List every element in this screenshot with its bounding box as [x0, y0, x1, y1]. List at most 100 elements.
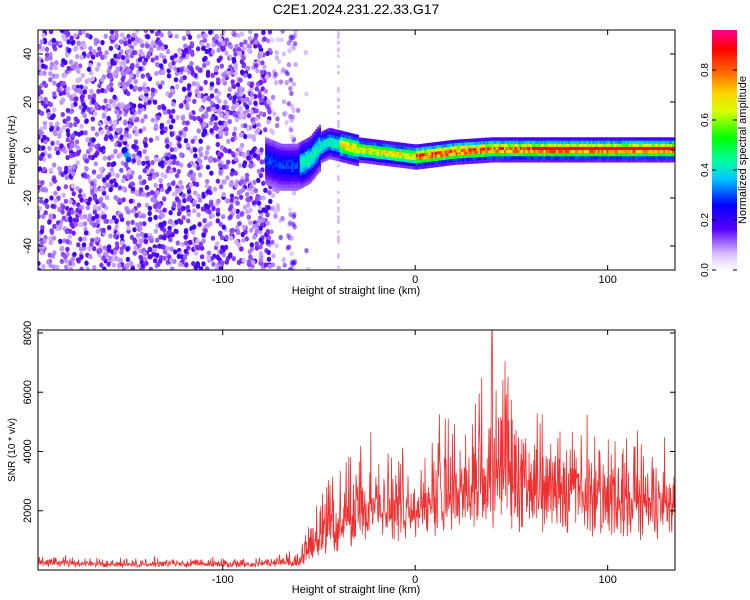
- heatmap-cell: [256, 59, 261, 65]
- heatmap-cell: [280, 30, 285, 34]
- heatmap-cell: [47, 153, 52, 159]
- heatmap-cell: [419, 165, 422, 170]
- heatmap-cell: [440, 160, 443, 164]
- heatmap-cell: [351, 161, 354, 165]
- figure-title: C2E1.2024.231.22.33.G17: [273, 1, 440, 17]
- heatmap-cell: [232, 31, 237, 38]
- heatmap-cell: [69, 139, 74, 145]
- heatmap-cell: [152, 99, 158, 105]
- heatmap-cell: [73, 32, 78, 39]
- heatmap-cell: [233, 182, 239, 188]
- heatmap-cell: [322, 158, 325, 163]
- heatmap-cell: [492, 137, 495, 141]
- heatmap-cell: [107, 103, 112, 109]
- heatmap-cell: [303, 183, 306, 187]
- heatmap-cell: [109, 179, 114, 185]
- heatmap-cell: [576, 137, 580, 141]
- heatmap-cell: [201, 261, 206, 267]
- heatmap-cell: [660, 152, 663, 157]
- heatmap-cell: [436, 160, 439, 164]
- heatmap-cell: [665, 143, 668, 147]
- heatmap-cell: [308, 158, 311, 163]
- heatmap-cell: [535, 149, 538, 154]
- heatmap-cell: [304, 248, 309, 254]
- heatmap-cell: [556, 143, 559, 147]
- heatmap-cell: [609, 152, 612, 157]
- heatmap-cell: [363, 141, 366, 145]
- heatmap-cell: [545, 146, 548, 150]
- heatmap-cell: [665, 152, 668, 157]
- heatmap-cell: [296, 156, 299, 160]
- heatmap-cell: [76, 242, 81, 248]
- heatmap-cell: [518, 152, 521, 157]
- heatmap-cell: [393, 160, 396, 164]
- heatmap-cell: [325, 157, 328, 161]
- heatmap-cell: [122, 136, 128, 142]
- heatmap-cell: [108, 45, 114, 51]
- heatmap-cell: [306, 178, 309, 182]
- heatmap-cell: [608, 146, 611, 150]
- heatmap-cell: [599, 143, 602, 147]
- heatmap-cell: [38, 155, 43, 161]
- heatmap-cell: [440, 141, 443, 145]
- heatmap-cell: [230, 151, 236, 157]
- heatmap-cell: [153, 123, 159, 129]
- heatmap-cell: [389, 144, 392, 148]
- heatmap-cell: [263, 262, 269, 268]
- heatmap-cell: [245, 96, 250, 102]
- heatmap-cell: [640, 146, 644, 150]
- heatmap-cell: [156, 115, 161, 121]
- heatmap-cell: [74, 96, 79, 102]
- heatmap-cell: [94, 213, 100, 219]
- heatmap-cell: [82, 213, 88, 220]
- heatmap-cell: [239, 131, 244, 138]
- heatmap-cell: [552, 137, 555, 141]
- heatmap-cell: [119, 134, 124, 141]
- heatmap-cell: [466, 145, 469, 149]
- heatmap-cell: [313, 159, 316, 163]
- heatmap-cell: [625, 140, 628, 144]
- heatmap-cell: [303, 171, 306, 175]
- heatmap-cell: [637, 152, 640, 157]
- heatmap-cell: [48, 102, 53, 108]
- heatmap-cell: [571, 146, 574, 150]
- heatmap-cell: [100, 54, 105, 61]
- heatmap-cell: [438, 144, 441, 149]
- heatmap-cell: [265, 212, 270, 218]
- heatmap-cell: [471, 141, 474, 146]
- heatmap-cell: [108, 134, 114, 140]
- heatmap-cell: [625, 137, 628, 141]
- heatmap-cell: [327, 134, 330, 138]
- heatmap-cell: [336, 135, 339, 140]
- heatmap-cell: [369, 145, 372, 149]
- heatmap-cell: [178, 130, 183, 136]
- heatmap-cell: [280, 168, 283, 173]
- heatmap-cell: [495, 140, 498, 144]
- heatmap-cell: [379, 140, 382, 144]
- heatmap-cell: [294, 150, 297, 154]
- heatmap-cell: [284, 159, 287, 163]
- heatmap-cell: [258, 251, 264, 257]
- heatmap-cell: [268, 145, 271, 149]
- heatmap-cell: [233, 156, 238, 162]
- heatmap-cell: [275, 176, 278, 180]
- heatmap-cell: [133, 139, 139, 145]
- heatmap-cell: [604, 159, 607, 163]
- heatmap-cell: [119, 249, 124, 255]
- heatmap-cell: [564, 137, 567, 141]
- heatmap-cell: [483, 141, 486, 145]
- heatmap-cell: [590, 156, 593, 160]
- heatmap-cell: [324, 133, 327, 137]
- heatmap-cell: [310, 141, 313, 146]
- heatmap-cell: [353, 155, 356, 160]
- heatmap-cell: [110, 34, 116, 41]
- heatmap-cell: [630, 137, 633, 141]
- heatmap-cell: [144, 185, 150, 191]
- heatmap-cell: [516, 137, 519, 141]
- heatmap-cell: [339, 130, 342, 134]
- heatmap-cell: [91, 216, 96, 222]
- heatmap-cell: [61, 90, 67, 96]
- heatmap-cell: [120, 32, 125, 38]
- heatmap-cell: [253, 188, 259, 194]
- heatmap-cell: [566, 156, 569, 160]
